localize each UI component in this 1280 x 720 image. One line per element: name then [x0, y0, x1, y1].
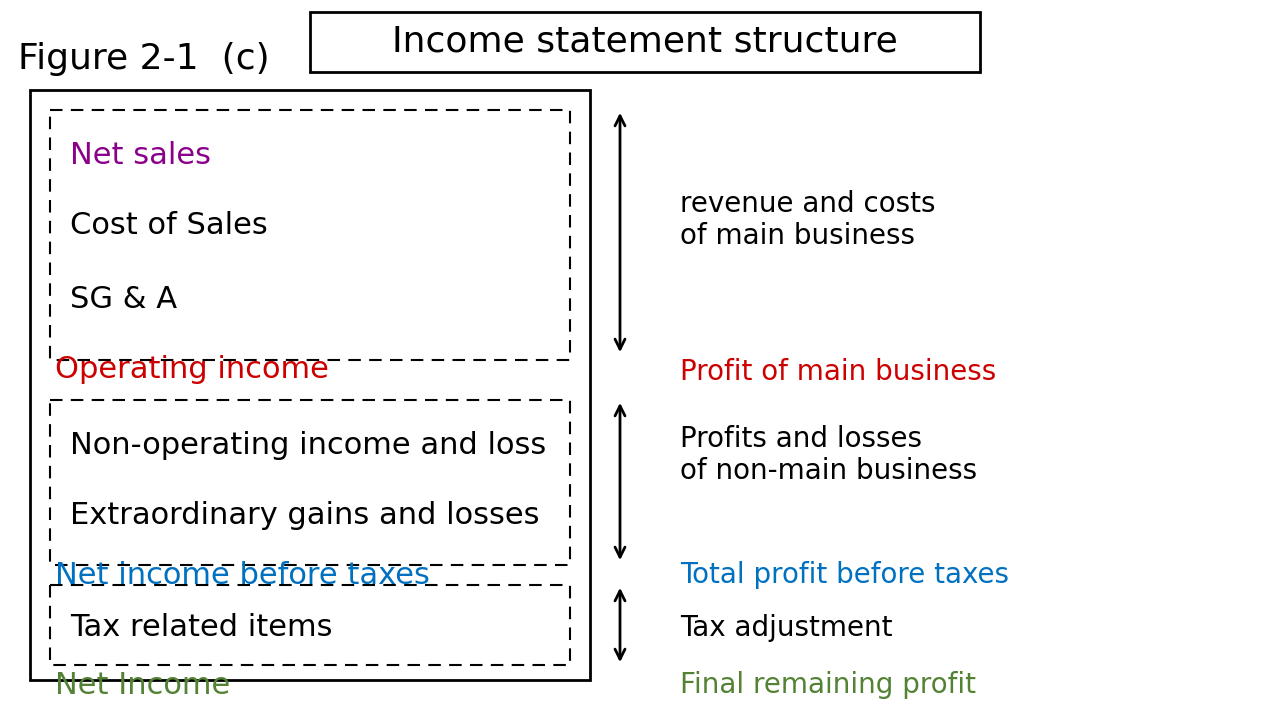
Text: Profit of main business: Profit of main business: [680, 358, 996, 386]
Text: Final remaining profit: Final remaining profit: [680, 671, 977, 699]
Text: Non-operating income and loss: Non-operating income and loss: [70, 431, 547, 459]
Text: Operating income: Operating income: [55, 356, 329, 384]
Text: revenue and costs
of main business: revenue and costs of main business: [680, 190, 936, 250]
Text: Figure 2-1  (c): Figure 2-1 (c): [18, 42, 270, 76]
Bar: [50, 400, 570, 565]
Text: Profits and losses
of non-main business: Profits and losses of non-main business: [680, 425, 977, 485]
Text: Extraordinary gains and losses: Extraordinary gains and losses: [70, 500, 539, 529]
Text: Net Income: Net Income: [55, 670, 230, 700]
Text: Cost of Sales: Cost of Sales: [70, 210, 268, 240]
Text: SG & A: SG & A: [70, 286, 177, 315]
Bar: [50, 585, 570, 665]
Text: Total profit before taxes: Total profit before taxes: [680, 561, 1009, 589]
Text: Net income before taxes: Net income before taxes: [55, 560, 430, 590]
Bar: [310, 12, 980, 72]
Text: Income statement structure: Income statement structure: [392, 25, 897, 59]
Text: Tax adjustment: Tax adjustment: [680, 614, 892, 642]
Text: Net sales: Net sales: [70, 140, 211, 169]
Bar: [50, 110, 570, 360]
Bar: [29, 90, 590, 680]
Text: Tax related items: Tax related items: [70, 613, 333, 642]
